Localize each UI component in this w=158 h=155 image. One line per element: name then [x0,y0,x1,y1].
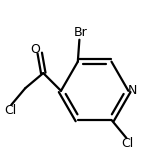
Text: O: O [30,43,40,56]
Text: N: N [128,84,137,97]
Text: Cl: Cl [4,104,17,117]
Text: Cl: Cl [121,137,133,151]
Text: Br: Br [73,26,87,39]
